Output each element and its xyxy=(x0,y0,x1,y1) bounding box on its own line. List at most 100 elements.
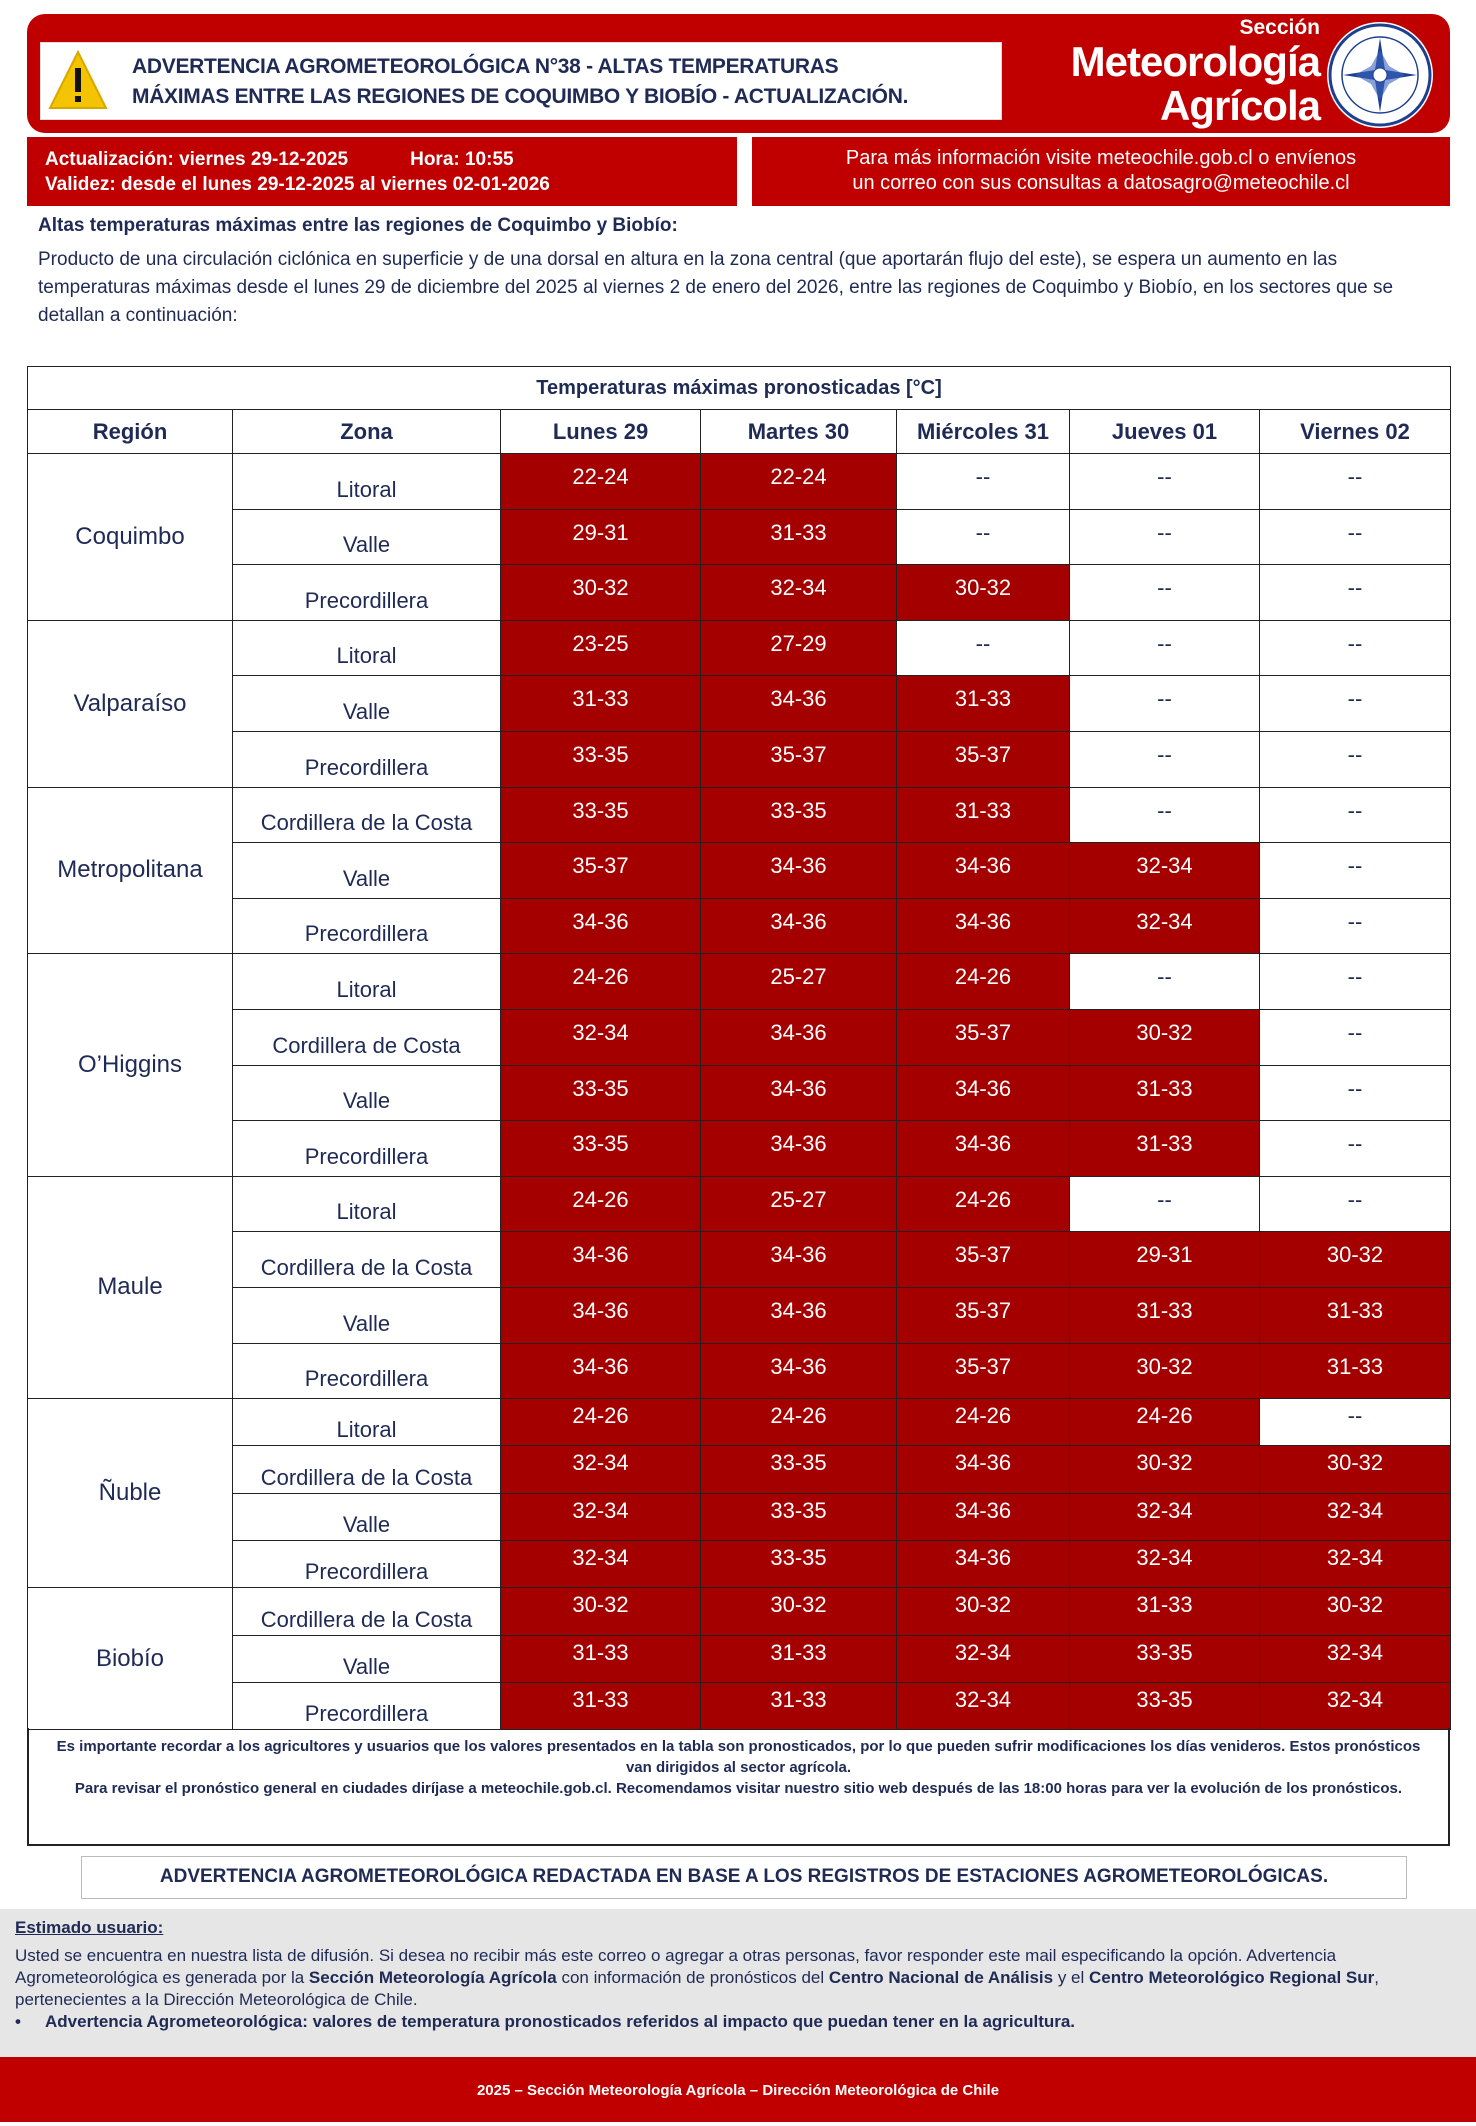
description-paragraph: Producto de una circulación ciclónica en… xyxy=(38,249,1394,326)
temperature-cell: 32-34 xyxy=(896,1681,1070,1731)
brand-name: Meteorología Agrícola xyxy=(1010,40,1321,128)
empty-value-cell: -- xyxy=(896,453,1070,510)
zone-cell: Litoral xyxy=(232,1175,501,1233)
temperature-cell: 30-32 xyxy=(1069,1445,1260,1494)
footer: 2025 – Sección Meteorología Agrícola – D… xyxy=(0,2057,1476,2122)
column-header: Lunes 29 xyxy=(500,409,701,454)
zone-cell: Precordillera xyxy=(232,1342,501,1400)
temperature-cell: 33-35 xyxy=(500,786,701,844)
temperature-cell: 32-34 xyxy=(500,1445,701,1494)
empty-value-cell: -- xyxy=(1259,1064,1451,1122)
table-header-row: Región Zona Lunes 29 Martes 30 Miércoles 31 J… xyxy=(27,409,1451,454)
empty-value-cell: -- xyxy=(1259,675,1451,732)
temperature-cell: 29-31 xyxy=(500,508,701,566)
temperature-cell: 31-33 xyxy=(500,1634,701,1683)
temperature-cell: 34-36 xyxy=(700,1342,897,1400)
empty-value-cell: -- xyxy=(1069,564,1260,621)
user-info-text: Usted se encuentra en nuestra lista de d… xyxy=(15,1945,1461,2011)
brand: Sección Meteorología Agrícola xyxy=(1010,16,1321,128)
empty-value-cell: -- xyxy=(1259,953,1451,1010)
zone-cell: Valle xyxy=(232,1064,501,1122)
temperature-cell: 34-36 xyxy=(700,897,897,955)
temperature-cell: 32-34 xyxy=(1259,1634,1451,1683)
temperature-cell: 34-36 xyxy=(700,1286,897,1344)
text: Usted se encuentra en nuestra lista de d… xyxy=(15,1946,1337,1987)
temperature-cell: 33-35 xyxy=(700,1445,897,1494)
temperature-cell: 22-24 xyxy=(700,453,897,510)
text: , pertenecientes a la Dirección Meteorol… xyxy=(15,1968,1379,2009)
empty-value-cell: -- xyxy=(1069,786,1260,844)
zone-cell: Valle xyxy=(232,1286,501,1344)
zone-cell: Cordillera de la Costa xyxy=(232,1587,501,1636)
temperature-cell: 34-36 xyxy=(500,897,701,955)
bold-text: Centro Meteorológico Regional Sur xyxy=(1089,1968,1375,1987)
contact-line2: un correo con sus consultas a datosagro@… xyxy=(852,172,1350,194)
temperature-cell: 34-36 xyxy=(700,675,897,732)
section-subtitle: Altas temperaturas máximas entre las reg… xyxy=(38,215,678,236)
temperature-cell: 34-36 xyxy=(700,1064,897,1122)
contact-info: Para más información visite meteochile.g… xyxy=(752,137,1450,206)
table-row: Precordillera 34-36 34-36 34-36 32-34 -- xyxy=(28,897,1451,955)
zone-cell: Cordillera de la Costa xyxy=(232,1231,501,1288)
temperature-cell: 31-33 xyxy=(500,675,701,732)
temperature-cell: 32-34 xyxy=(500,1492,701,1541)
table-row: Precordillera 32-34 33-35 34-36 32-34 32-34 xyxy=(28,1539,1451,1589)
temperature-cell: 24-26 xyxy=(896,953,1070,1010)
temperature-cell: 32-34 xyxy=(1069,1492,1260,1541)
temperature-cell: 35-37 xyxy=(896,1342,1070,1400)
column-header: Martes 30 xyxy=(700,409,897,454)
temperature-cell: 33-35 xyxy=(1069,1681,1260,1731)
region-cell: Coquimbo xyxy=(27,453,233,621)
temperature-cell: 31-33 xyxy=(700,1681,897,1731)
zone-cell: Litoral xyxy=(232,619,501,677)
bold-text: Centro Nacional de Análisis xyxy=(828,1968,1054,1987)
empty-value-cell: -- xyxy=(1259,1008,1451,1066)
validity: Validez: desde el lunes 29-12-2025 al vi… xyxy=(45,174,550,195)
temperature-cell: 34-36 xyxy=(896,897,1070,955)
empty-value-cell: -- xyxy=(1069,1175,1260,1233)
update-date: Actualización: viernes 29-12-2025 xyxy=(45,149,349,170)
stations-banner: ADVERTENCIA AGROMETEOROLÓGICA REDACTADA … xyxy=(81,1856,1407,1899)
table-row: Metropolitana Cordillera de la Costa 33-35… xyxy=(27,786,1451,955)
table-row: Precordillera 34-36 34-36 35-37 30-32 31-33 xyxy=(28,1342,1451,1400)
temperature-cell: 34-36 xyxy=(500,1286,701,1344)
empty-value-cell: -- xyxy=(1259,564,1451,621)
temperature-cell: 22-24 xyxy=(500,453,701,510)
temperature-cell: 34-36 xyxy=(896,1120,1070,1177)
temperature-cell: 30-32 xyxy=(700,1587,897,1636)
temperature-cell: 24-26 xyxy=(700,1398,897,1447)
table-note: Es importante recordar a los agricultore… xyxy=(27,1728,1450,1846)
empty-value-cell: -- xyxy=(1069,619,1260,677)
table-row: Valle 33-35 34-36 34-36 31-33 -- xyxy=(28,1064,1451,1122)
text: y el xyxy=(1053,1968,1089,1987)
temperature-cell: 35-37 xyxy=(896,1231,1070,1288)
temperature-cell: 32-34 xyxy=(896,1634,1070,1683)
zone-cell: Litoral xyxy=(232,453,501,510)
table-row: Cordillera de Costa 32-34 34-36 35-37 30-32-… xyxy=(28,1008,1451,1066)
bold-text: Sección Meteorología Agrícola xyxy=(308,1968,557,1987)
temperature-cell: 23-25 xyxy=(500,619,701,677)
zone-cell: Valle xyxy=(232,842,501,899)
table-row: Valle 31-33 31-33 32-34 33-35 32-34 xyxy=(28,1634,1451,1683)
bullet-text: Advertencia Agrometeorológica: valores d… xyxy=(45,2012,1076,2031)
table-row: Coquimbo Litoral 22-24 22-24 -- -- -- xyxy=(27,453,1451,621)
table-row: Precordillera 30-32 32-34 30-32 -- -- xyxy=(28,564,1451,621)
temperature-cell: 34-36 xyxy=(700,1231,897,1288)
temperature-cell: 32-34 xyxy=(1259,1492,1451,1541)
temperature-cell: 32-34 xyxy=(1259,1681,1451,1731)
temperature-cell: 24-26 xyxy=(896,1398,1070,1447)
temperature-cell: 33-35 xyxy=(700,1492,897,1541)
zone-cell: Precordillera xyxy=(232,1681,501,1731)
update-info: Actualización: viernes 29-12-2025 Hora: 1… xyxy=(27,137,737,206)
zone-cell: Valle xyxy=(232,1492,501,1541)
temperature-cell: 31-33 xyxy=(1259,1286,1451,1344)
empty-value-cell: -- xyxy=(1259,897,1451,955)
contact-line1: Para más información visite meteochile.g… xyxy=(845,147,1357,169)
temperature-cell: 32-34 xyxy=(700,564,897,621)
zone-cell: Valle xyxy=(232,1634,501,1683)
empty-value-cell: -- xyxy=(1069,730,1260,788)
table-row: Maule Litoral 24-26 25-27 24-26 -- -- xyxy=(27,1175,1451,1400)
bullet-icon: • xyxy=(15,2012,21,2031)
temperature-cell: 31-33 xyxy=(1069,1286,1260,1344)
temperature-cell: 32-34 xyxy=(500,1539,701,1589)
